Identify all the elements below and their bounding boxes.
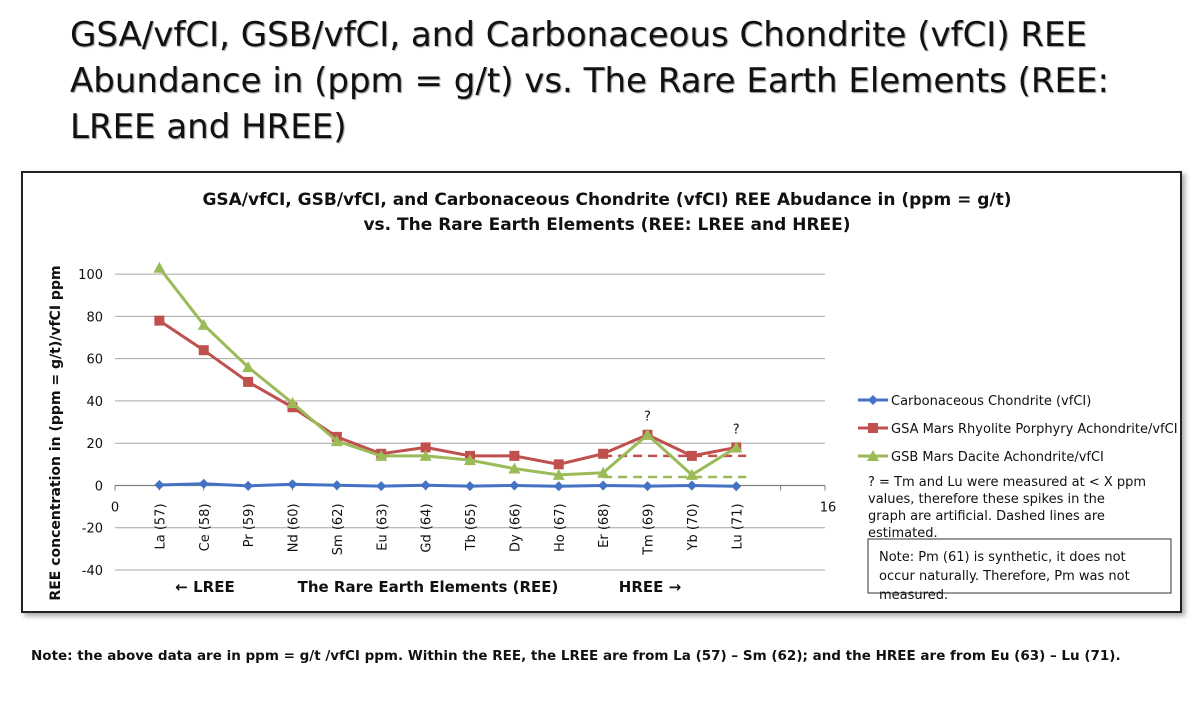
x-category-label: Eu (63) [375, 503, 390, 550]
data-point [686, 480, 697, 491]
legend-label: GSB Mars Dacite Achondrite/vfCI [891, 450, 1104, 465]
data-point [419, 449, 432, 461]
data-point [243, 480, 254, 491]
series-line-square [158, 319, 737, 466]
data-point [730, 441, 743, 453]
chart-frame: GSA/vfCI, GSB/vfCI, and Carbonaceous Cho… [21, 171, 1182, 613]
data-point [731, 481, 742, 492]
note-line: estimated. [868, 526, 938, 541]
chart-legend: Carbonaceous Chondrite (vfCI) GSA Mars Rh… [858, 394, 1178, 465]
data-point [598, 448, 609, 459]
x-axis-min-label: 0 [111, 500, 119, 515]
data-point [242, 361, 255, 373]
data-point [376, 481, 387, 492]
hree-label: HREE → [619, 578, 681, 596]
y-tick-label: 0 [95, 479, 103, 494]
x-category-label: Yb (70) [686, 503, 701, 551]
note-line: Note: Pm (61) is synthetic, it does not [879, 550, 1126, 565]
legend-label: GSA Mars Rhyolite Porphyry Achondrite/vf… [891, 422, 1178, 437]
data-point [509, 450, 520, 461]
data-point [465, 481, 475, 492]
ree-line-chart: GSA/vfCI, GSB/vfCI, and Carbonaceous Cho… [48, 190, 1178, 603]
legend-label: Carbonaceous Chondrite (vfCI) [891, 394, 1091, 409]
note-line: values, therefore these spikes in the [868, 492, 1105, 507]
slide-title: GSA/vfCI, GSB/vfCI, and Carbonaceous Cho… [70, 15, 1109, 147]
y-axis-label: REE concentration in (ppm = g/t)/vfCI pp… [48, 265, 64, 600]
x-axis-label: The Rare Earth Elements (REE) [298, 578, 559, 596]
data-point [198, 345, 209, 356]
data-point [642, 481, 653, 492]
legend-marker [868, 395, 878, 405]
x-category-label: Lu (71) [730, 503, 745, 549]
data-point [597, 466, 610, 478]
x-category-label: Nd (60) [287, 503, 302, 552]
x-category-label: Gd (64) [420, 503, 435, 552]
footnote: Note: the above data are in ppm = g/t /v… [31, 648, 1121, 664]
data-point [553, 459, 564, 470]
y-tick-label: 40 [86, 395, 103, 410]
legend-marker [868, 423, 878, 433]
data-point [153, 261, 166, 273]
x-category-label: Ce (58) [198, 503, 213, 551]
question-mark-annotation: ? [644, 410, 651, 425]
data-point [509, 480, 520, 491]
data-point [243, 376, 254, 387]
data-point [641, 428, 654, 440]
x-category-label: La (57) [153, 503, 168, 549]
data-point [154, 480, 165, 491]
x-category-label: Sm (62) [331, 503, 346, 555]
x-category-label: Pr (59) [242, 503, 257, 547]
y-tick-label: 100 [78, 268, 103, 283]
data-point [286, 397, 299, 409]
data-point [330, 435, 343, 447]
note-line: ? = Tm and Lu were measured at < X ppm [868, 475, 1146, 490]
legend-marker [867, 450, 879, 461]
x-category-label: Er (68) [597, 503, 612, 547]
note-line: occur naturally. Therefore, Pm was not [879, 569, 1130, 584]
data-point [686, 450, 697, 461]
data-point [331, 480, 342, 491]
data-point [420, 480, 431, 491]
data-point [154, 315, 165, 326]
data-point [508, 462, 521, 474]
boxed-note: Note: Pm (61) is synthetic, it does not o… [879, 550, 1130, 603]
chart-title-line-2: vs. The Rare Earth Elements (REE: LREE a… [363, 215, 850, 235]
chart-title-line-1: GSA/vfCI, GSB/vfCI, and Carbonaceous Cho… [202, 190, 1011, 210]
note-line: measured. [879, 588, 948, 603]
data-point [420, 442, 431, 453]
y-tick-label: -40 [82, 564, 103, 579]
data-point [552, 468, 565, 480]
data-point [197, 318, 210, 330]
data-point [553, 481, 564, 492]
data-point [598, 480, 609, 491]
x-category-label: Dy (66) [508, 503, 523, 552]
y-tick-label: -20 [82, 522, 103, 537]
x-category-label: Tb (65) [464, 503, 479, 551]
lree-label: ← LREE [175, 578, 234, 596]
annotation-note: ? = Tm and Lu were measured at < X ppm va… [868, 475, 1146, 541]
x-category-label: Ho (67) [553, 503, 568, 552]
y-tick-label: 60 [86, 353, 103, 368]
data-point [287, 479, 298, 490]
y-tick-label: 20 [86, 437, 103, 452]
data-point [685, 468, 698, 480]
x-axis-max-label: 16 [820, 500, 837, 515]
question-mark-annotation: ? [733, 422, 740, 437]
series-line-diamond [159, 482, 737, 488]
y-tick-label: 80 [86, 310, 103, 325]
note-line: graph are artificial. Dashed lines are [868, 509, 1105, 524]
data-point [198, 478, 209, 489]
series-line-triangle [158, 266, 738, 477]
x-category-label: Tm (69) [642, 503, 657, 555]
boxed-note-frame [867, 538, 1172, 594]
data-point [375, 449, 388, 461]
data-point [464, 454, 476, 466]
